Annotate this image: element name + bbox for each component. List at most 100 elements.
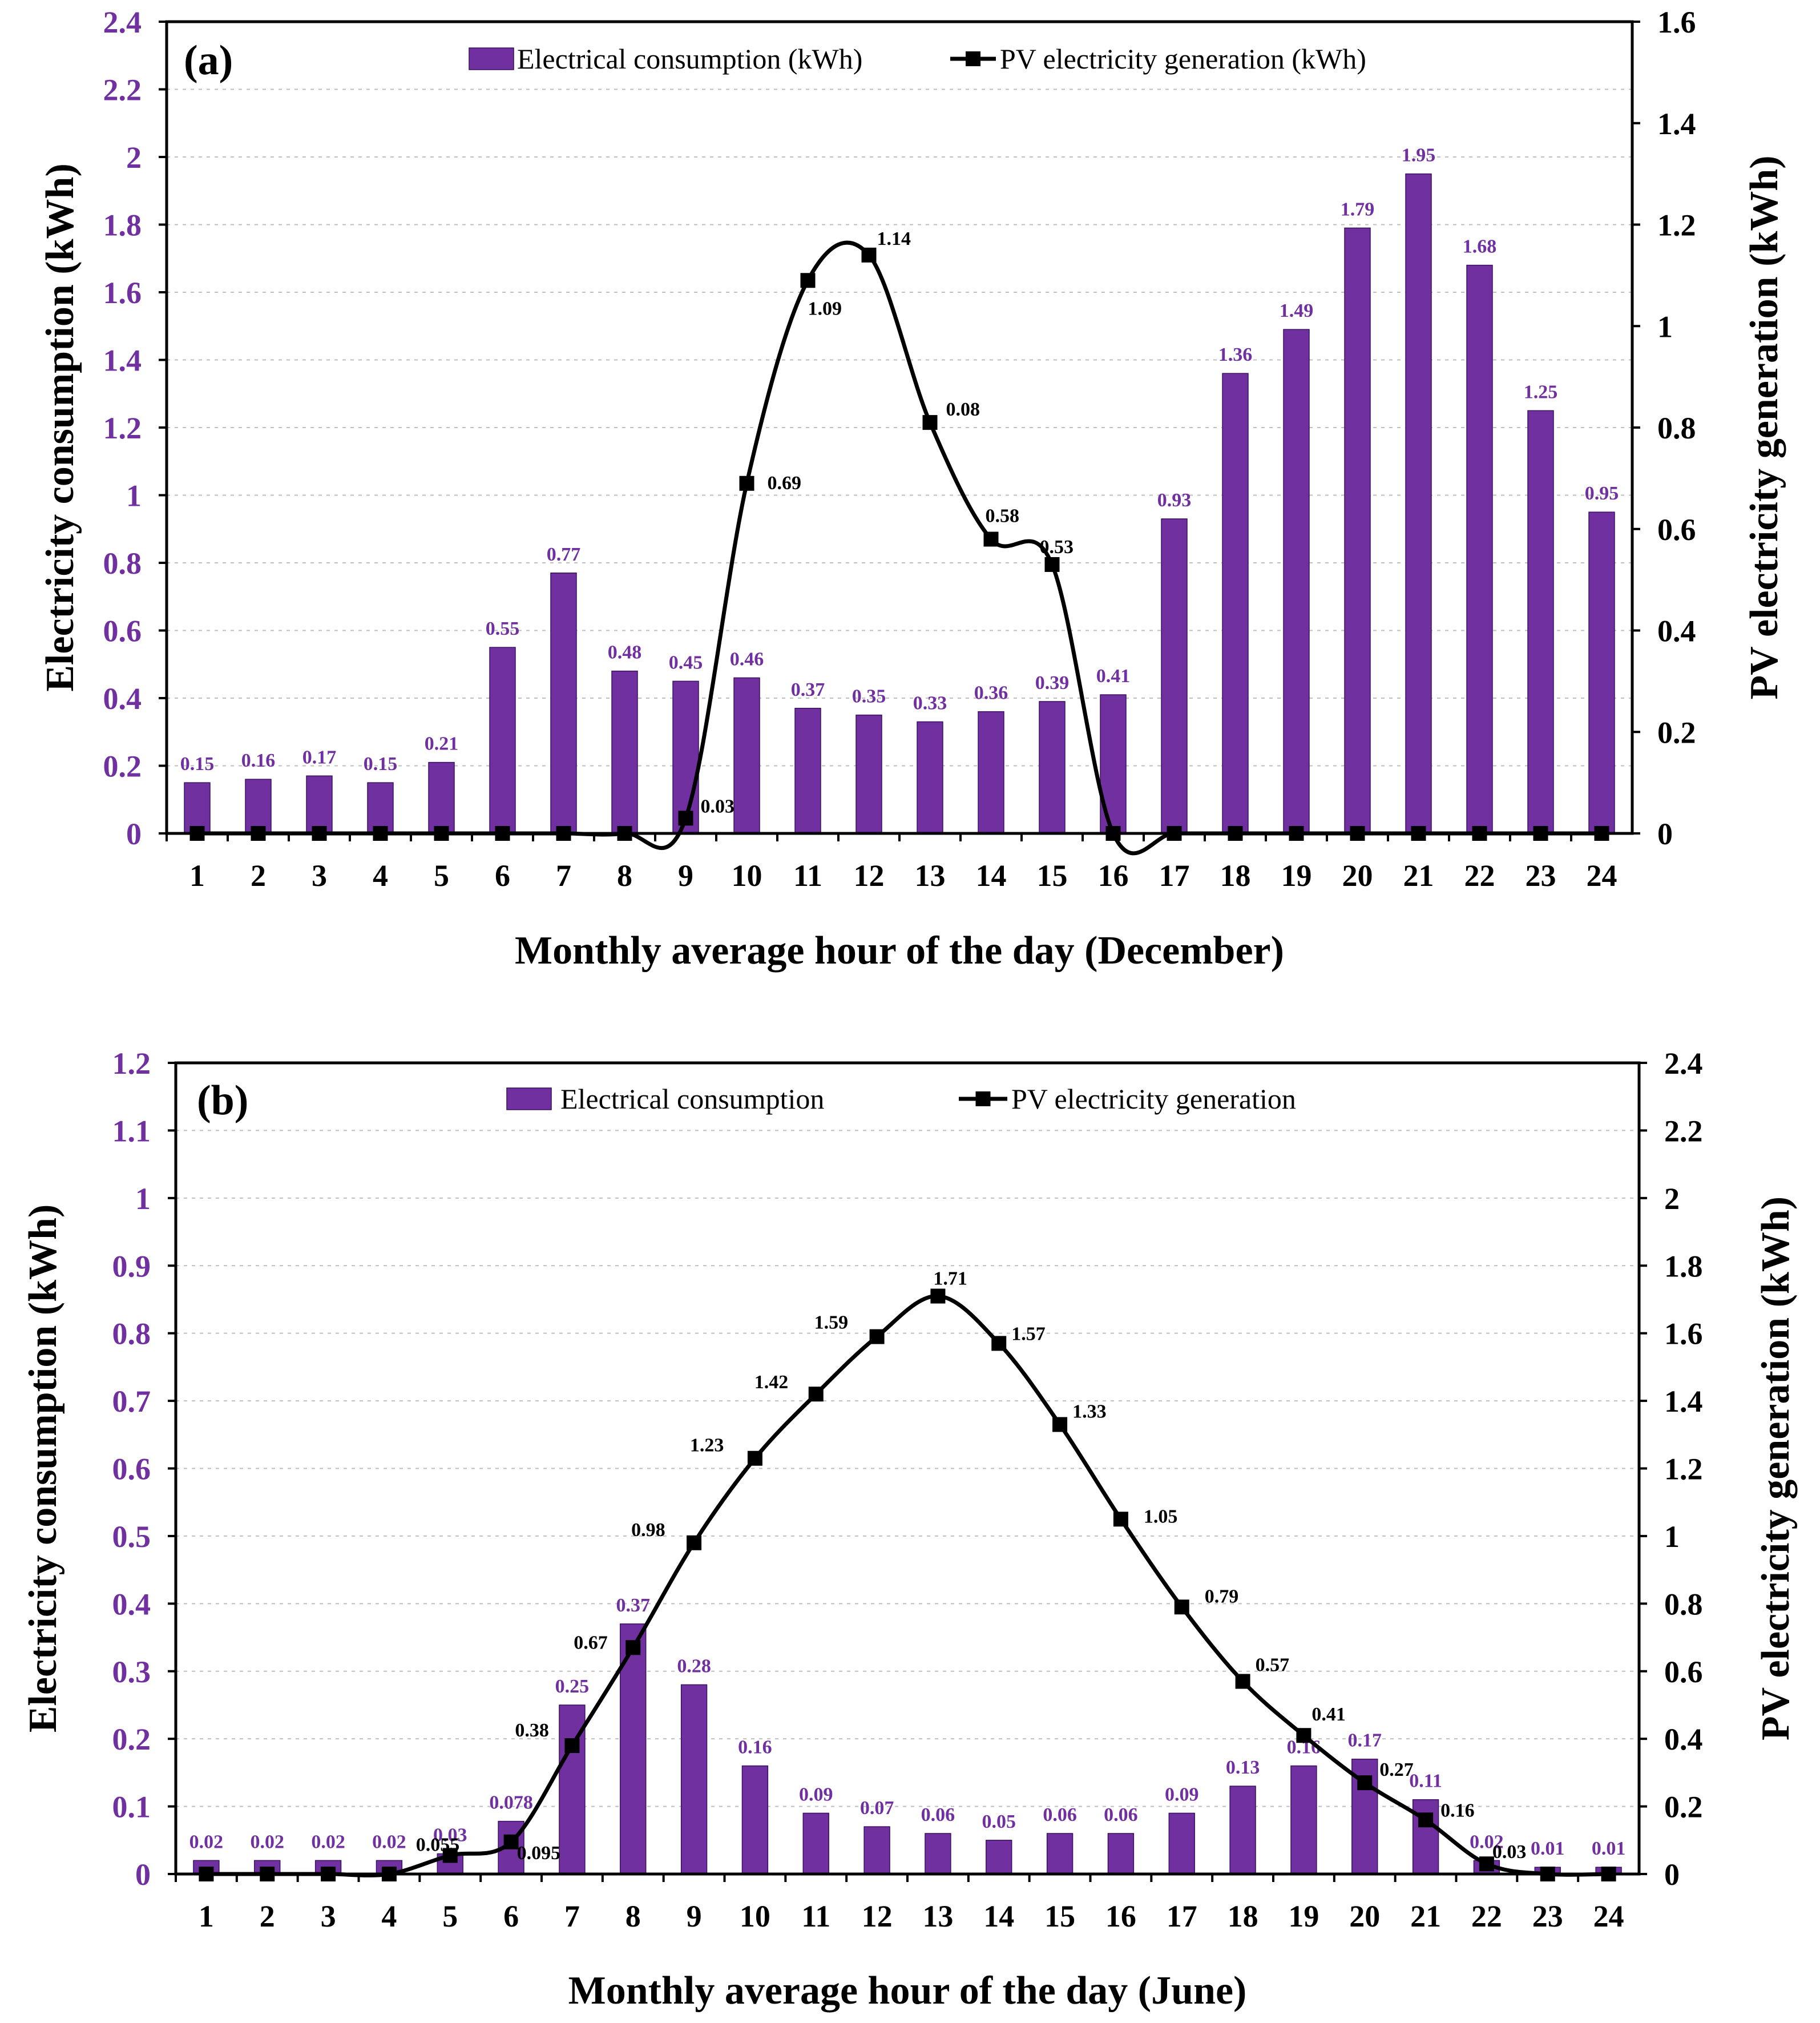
consumption-bar-label: 0.06 [921,1804,955,1825]
consumption-bar-label: 0.078 [489,1792,533,1814]
consumption-bar-label: 0.17 [302,747,337,768]
y-right-tick-label: 0.6 [1664,1655,1703,1689]
y-right-tick-label: 0.8 [1657,411,1696,445]
pv-generation-label: 0.38 [515,1720,549,1741]
x-tick-label: 22 [1471,1899,1502,1933]
consumption-bar-label: 1.49 [1280,300,1314,321]
pv-generation-marker [626,1640,641,1655]
y-left-tick-label: 0.2 [112,1722,151,1756]
consumption-bar-label: 0.28 [677,1655,711,1677]
consumption-bar [550,573,577,834]
consumption-bar [1588,511,1615,834]
consumption-bar [672,680,699,834]
x-tick-label: 14 [983,1899,1014,1933]
consumption-bar-label: 0.02 [311,1831,345,1852]
consumption-bar [620,1623,647,1875]
pv-generation-marker [869,1329,885,1344]
consumption-bar [184,782,211,834]
y-left-tick-label: 0.4 [103,682,142,716]
consumption-bar [428,761,455,834]
pv-generation-label: 0.095 [517,1843,561,1864]
legend: Electrical consumption PV electricity gen… [506,1083,1296,1115]
consumption-bar [925,1833,951,1875]
consumption-bar-label: 0.45 [669,652,703,673]
consumption-bar [245,779,272,834]
legend-bar-label: Electrical consumption [560,1083,824,1115]
x-tick-label: 21 [1403,859,1434,893]
consumption-bar-label: 0.02 [189,1831,224,1852]
consumption-bar-label: 0.06 [1104,1804,1138,1825]
y-left-axis-title: Electricity consumption (kWh) [38,163,82,692]
x-tick-label: 15 [1037,859,1068,893]
x-tick-label: 23 [1526,859,1556,893]
y-left-tick-label: 0 [126,817,142,851]
consumption-bar-label: 0.77 [547,544,581,565]
consumption-bar-label: 0.41 [1096,666,1131,687]
consumption-bar-label: 0.16 [241,750,276,771]
pv-generation-marker [1357,1775,1373,1791]
chart-panel-b: 0.02 0.02 0.02 0.02 0.030.0780.250.370.280.1… [21,1046,1798,2013]
x-tick-label: 7 [556,859,571,893]
y-left-tick-label: 1.2 [112,1046,151,1081]
x-tick-label: 20 [1349,1899,1380,1933]
y-right-tick-label: 0.4 [1664,1722,1703,1756]
x-tick-label: 3 [321,1899,336,1933]
legend-line-label: PV electricity generation [1011,1083,1296,1115]
consumption-bar-label: 0.11 [1409,1771,1442,1792]
pv-generation-marker [983,531,999,547]
x-tick-label: 2 [251,859,266,893]
x-axis-title: Monthly average hour of the day (June) [568,1969,1247,2013]
x-tick-label: 4 [381,1899,397,1933]
consumption-bar [1344,227,1371,834]
legend: Electrical consumption (kWh) PV electrici… [469,43,1366,75]
legend-line-label: PV electricity generation (kWh) [1000,43,1366,75]
y-left-tick-label: 0.3 [112,1655,151,1689]
y-left-tick-label: 2.4 [103,5,142,39]
x-tick-label: 8 [626,1899,641,1933]
y-left-tick-label: 2 [126,140,142,175]
pv-generation-marker [1418,1812,1434,1828]
x-tick-label: 16 [1105,1899,1136,1933]
y-left-tick-label: 1.4 [103,344,142,378]
consumption-bar-label: 1.95 [1402,145,1436,166]
pv-generation-marker [747,1450,762,1466]
pv-generation-label: 1.42 [754,1372,789,1393]
consumption-bar-label: 0.16 [738,1737,772,1758]
y-left-tick-label: 0.7 [112,1384,151,1418]
x-tick-label: 5 [442,1899,458,1933]
consumption-bar-label: 0.37 [791,679,825,700]
x-tick-label: 8 [617,859,632,893]
pv-generation-marker [442,1848,458,1863]
pv-generation-label: 0.41 [1311,1704,1346,1725]
chart-panel-a: 0.15 0.16 0.17 0.150.210.550.770.48 0.45 0.46… [38,5,1786,973]
consumption-bar [1107,1833,1135,1875]
y-left-axis-title: Electricity consumption (kWh) [21,1204,65,1733]
pv-generation-marker [922,415,938,430]
pv-generation-marker [503,1834,519,1849]
y-left-tick-label: 1.6 [103,276,142,310]
y-right-tick-label: 0 [1664,1857,1680,1892]
pv-generation-marker [1296,1728,1311,1743]
x-tick-label: 20 [1342,859,1373,893]
consumption-bar [1527,410,1554,834]
pv-generation-marker [687,1535,702,1550]
consumption-bar-label: 0.37 [616,1595,651,1616]
consumption-bar-label: 0.09 [799,1784,833,1805]
pv-generation-label: 0.16 [1440,1800,1475,1821]
pv-generation-marker [1479,1856,1494,1872]
y-right-tick-label: 1.2 [1664,1452,1703,1486]
pv-generation-label: 1.09 [808,298,842,319]
y-right-tick-label: 2.2 [1664,1114,1703,1148]
pv-generation-marker [808,1387,824,1402]
x-tick-label: 10 [740,1899,770,1933]
consumption-bar [489,647,516,834]
y-right-tick-label: 0.4 [1657,614,1696,648]
consumption-bar [917,721,943,834]
x-tick-label: 14 [976,859,1007,893]
pv-generation-label: 1.59 [814,1312,849,1333]
consumption-bar-label: 0.07 [860,1798,894,1819]
y-right-tick-label: 1.4 [1657,107,1696,141]
x-tick-label: 17 [1167,1899,1197,1933]
x-tick-label: 24 [1593,1899,1624,1933]
consumption-bar [680,1684,708,1875]
